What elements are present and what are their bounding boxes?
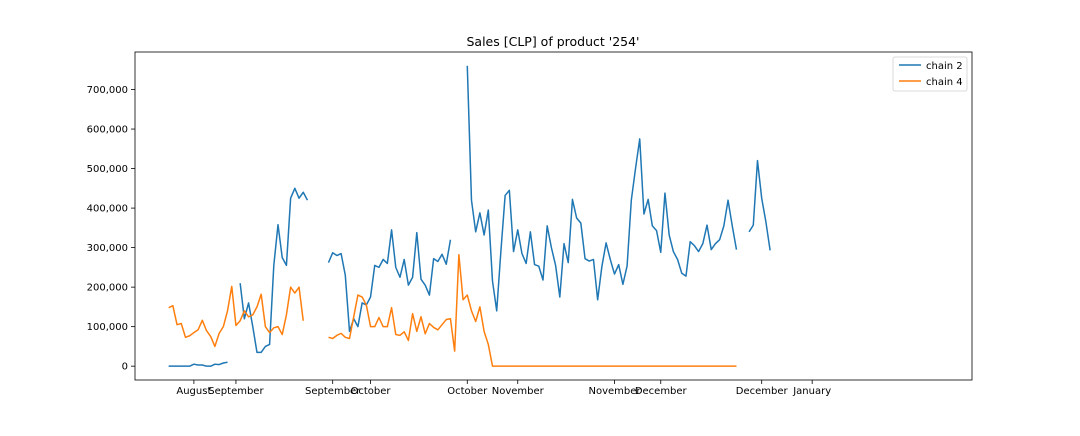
legend: chain 2 chain 4 bbox=[892, 56, 968, 92]
series-layer bbox=[168, 65, 771, 367]
x-tick-label: December bbox=[736, 386, 789, 397]
y-axis: 0 100,000 200,000 300,000 400,000 500,000 600,… bbox=[87, 85, 135, 373]
series-line-chain-2 bbox=[239, 187, 309, 354]
x-tick-label: August bbox=[176, 386, 211, 397]
series-line-chain-4 bbox=[328, 253, 737, 367]
series-line-chain-2 bbox=[327, 229, 452, 333]
chart-title: Sales [CLP] of product '254' bbox=[466, 34, 639, 49]
y-tick-label: 100,000 bbox=[87, 322, 128, 333]
x-tick-label: October bbox=[447, 386, 488, 397]
legend-label-chain-2: chain 2 bbox=[926, 61, 963, 72]
legend-label-chain-4: chain 4 bbox=[926, 77, 963, 88]
series-line-chain-2 bbox=[168, 361, 228, 367]
series-line-chain-2 bbox=[748, 159, 771, 251]
series-line-chain-4 bbox=[168, 285, 304, 348]
y-tick-label: 700,000 bbox=[87, 85, 128, 96]
series-line-chain-2 bbox=[466, 65, 738, 312]
plot-frame bbox=[134, 51, 973, 381]
x-tick-label: December bbox=[635, 386, 688, 397]
y-tick-label: 600,000 bbox=[87, 125, 128, 136]
y-tick-label: 0 bbox=[122, 362, 128, 373]
x-tick-label: September bbox=[208, 386, 264, 397]
y-tick-label: 200,000 bbox=[87, 283, 128, 294]
x-tick-label: September bbox=[305, 386, 361, 397]
x-tick-label: January bbox=[792, 386, 831, 397]
x-tick-label: November bbox=[492, 386, 545, 397]
x-tick-label: October bbox=[351, 386, 392, 397]
y-tick-label: 400,000 bbox=[87, 204, 128, 215]
y-tick-label: 500,000 bbox=[87, 164, 128, 175]
x-tick-label: November bbox=[588, 386, 641, 397]
y-tick-label: 300,000 bbox=[87, 243, 128, 254]
